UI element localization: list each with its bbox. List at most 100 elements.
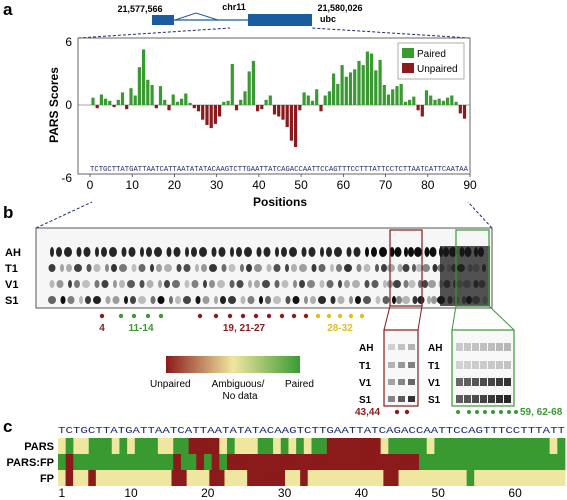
gel-band [387, 264, 395, 272]
heatmap-cell [201, 470, 210, 486]
heatmap-cell [488, 454, 497, 470]
gel-band [228, 296, 236, 304]
heatmap-cell [65, 438, 74, 454]
bar [230, 64, 234, 105]
heatmap-cell [219, 438, 228, 454]
heatmap-cell [111, 454, 120, 470]
gel-band [292, 296, 300, 304]
inset-band [496, 343, 503, 351]
gel-band [169, 296, 173, 304]
gel-band [157, 296, 165, 304]
gel-band [93, 296, 101, 304]
gel-band [218, 247, 226, 257]
bar [226, 100, 230, 105]
legend-paired: Paired [417, 49, 446, 60]
heatmap-cell [254, 470, 263, 486]
x-tick-label: 60 [337, 178, 351, 192]
heatmap-cell [273, 454, 282, 470]
heatmap-cell [157, 454, 166, 470]
gel-band [336, 264, 342, 272]
gel-band [319, 280, 325, 288]
zoom-inset-paired: AH T1 V1 S1 59, 62-68 [428, 329, 563, 418]
gel-band [138, 264, 146, 272]
gel-band [299, 280, 305, 288]
heatmap-cell [342, 438, 351, 454]
gel-band [408, 247, 414, 257]
zoom-line-right [311, 27, 471, 39]
bar [268, 95, 272, 105]
gel-band [424, 247, 430, 257]
bar [374, 70, 378, 105]
inset-band [398, 379, 405, 385]
heatmap-cell [296, 454, 305, 470]
gel-band [82, 280, 90, 288]
gel-band [254, 280, 260, 288]
heatmap-cell [104, 438, 113, 454]
gel-band [334, 247, 342, 257]
heatmap-cell [110, 470, 119, 486]
heatmap-cell [541, 454, 551, 470]
heatmap-cell [557, 438, 566, 454]
heatmap-cell [232, 470, 241, 486]
heatmap-cell [495, 438, 504, 454]
zoom-connector-green-right [488, 305, 515, 331]
heatmap-cell [119, 438, 128, 454]
heatmap-cell [126, 470, 135, 486]
heatmap-cell [319, 438, 328, 454]
heatmap-cell [257, 454, 266, 470]
heatmap-cell [88, 454, 97, 470]
gel-band [403, 280, 409, 288]
bar [395, 86, 399, 105]
gel-band [195, 264, 199, 272]
heatmap-cell [489, 470, 498, 486]
gel-band [254, 264, 262, 272]
bar [429, 95, 433, 105]
gel-band [201, 264, 207, 272]
bar [340, 65, 344, 105]
heatmap-cell [265, 454, 274, 470]
gel-band [291, 264, 297, 272]
heatmap-cell [527, 470, 536, 486]
gel-band [402, 296, 410, 304]
colorbar-gradient [166, 356, 300, 373]
heatmap-cell [273, 438, 282, 454]
gel-band [220, 296, 226, 304]
bar [462, 105, 467, 119]
gel-band [150, 264, 154, 272]
gel-band [330, 296, 336, 304]
inset-band [496, 361, 503, 369]
heatmap-cell [300, 470, 309, 486]
heatmap-cell [488, 438, 497, 454]
gel-band [164, 264, 172, 272]
bar [319, 105, 323, 112]
heatmap-cell [334, 454, 343, 470]
heatmap-cell [503, 454, 512, 470]
zoom-line-b-right [467, 201, 493, 229]
gel-band [230, 247, 234, 257]
heatmap-cell [419, 454, 428, 470]
bar [315, 89, 319, 106]
heatmap-cell [118, 470, 127, 486]
bar [260, 105, 264, 110]
heatmap-cell [511, 438, 520, 454]
heatmap-cell [150, 454, 159, 470]
x-tick-label: 10 [126, 178, 140, 192]
heatmap-cell [365, 438, 374, 454]
heatmap-cell [519, 470, 528, 486]
gel-band [119, 280, 125, 288]
colorbar-right-label: Paired [285, 379, 314, 390]
gel-band [427, 296, 431, 304]
heatmap-cell [180, 454, 189, 470]
heatmap-cell [396, 454, 405, 470]
inset-band [480, 378, 487, 386]
bar [196, 105, 201, 112]
gel-band [326, 280, 334, 288]
heatmap-cell [326, 438, 335, 454]
heatmap-cell [365, 454, 374, 470]
gel-band [209, 280, 215, 288]
heatmap-cell [173, 438, 182, 454]
gel-band [396, 296, 402, 304]
gel-band [154, 247, 162, 257]
heatmap-cell [474, 470, 483, 486]
heatmap-cell [451, 470, 460, 486]
